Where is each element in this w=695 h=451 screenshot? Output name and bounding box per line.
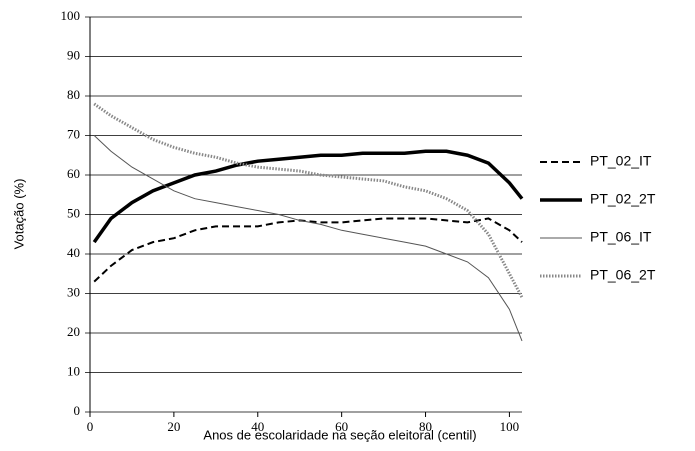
legend-label: PT_02_IT xyxy=(590,153,652,169)
y-tick-label: 90 xyxy=(67,47,80,62)
x-tick-label: 40 xyxy=(251,419,264,434)
y-tick-label: 70 xyxy=(67,126,80,141)
x-tick-label: 60 xyxy=(335,419,348,434)
y-tick-label: 60 xyxy=(67,166,80,181)
x-tick-label: 0 xyxy=(87,419,94,434)
y-tick-label: 10 xyxy=(67,363,80,378)
series-line xyxy=(93,135,523,342)
x-tick-label: 20 xyxy=(167,419,180,434)
y-tick-label: 0 xyxy=(74,403,81,418)
y-tick-label: 40 xyxy=(67,245,80,260)
legend-label: PT_06_2T xyxy=(590,267,656,283)
x-tick-label: 80 xyxy=(419,419,432,434)
y-tick-label: 50 xyxy=(67,205,80,220)
y-axis-label: Votação (%) xyxy=(11,179,26,250)
x-axis-label: Anos de escolaridade na seção eleitoral … xyxy=(203,427,476,442)
x-tick-label: 100 xyxy=(500,419,520,434)
series-line xyxy=(93,217,523,283)
legend-label: PT_02_2T xyxy=(590,191,656,207)
y-tick-label: 20 xyxy=(67,324,80,339)
series-line xyxy=(93,102,524,299)
legend-label: PT_06_IT xyxy=(590,229,652,245)
y-tick-label: 30 xyxy=(67,284,80,299)
y-tick-label: 100 xyxy=(61,8,81,23)
y-tick-label: 80 xyxy=(67,87,80,102)
series-line xyxy=(92,149,524,244)
